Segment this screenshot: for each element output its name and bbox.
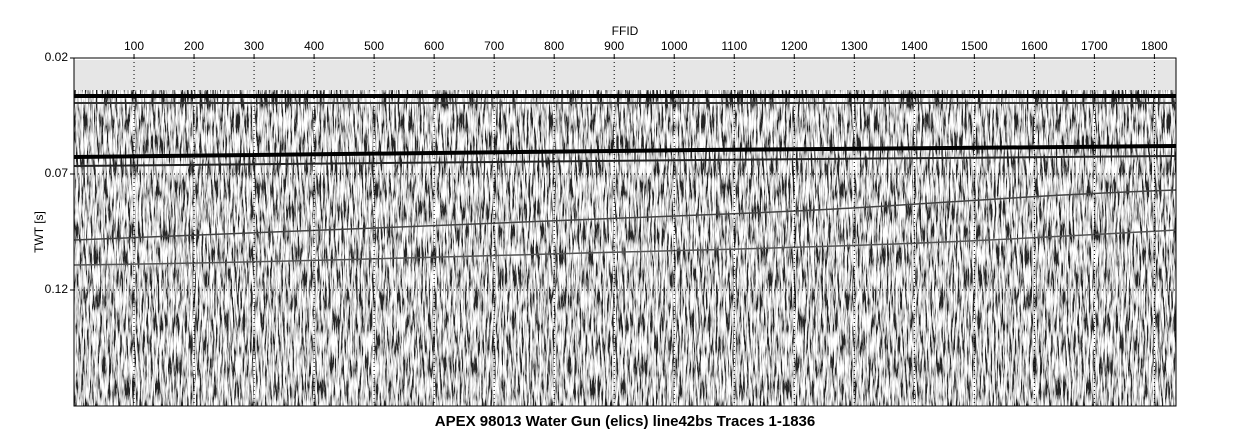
x-tick-label: 200 <box>184 39 204 53</box>
x-tick-label: 1800 <box>1141 39 1168 53</box>
seismic-texture <box>74 90 1176 406</box>
x-tick-label: 1000 <box>661 39 688 53</box>
reflector <box>74 155 1176 167</box>
x-tick-label: 600 <box>424 39 444 53</box>
x-tick-label: 1600 <box>1021 39 1048 53</box>
x-tick-label: 300 <box>244 39 264 53</box>
x-tick-label: 1400 <box>901 39 928 53</box>
x-tick-label: 1500 <box>961 39 988 53</box>
x-tick-label: 1100 <box>721 39 747 53</box>
x-tick-label: 700 <box>484 39 504 53</box>
x-tick-label: 1700 <box>1081 39 1108 53</box>
x-tick-label: 400 <box>304 39 324 53</box>
x-tick-label: 1200 <box>781 39 808 53</box>
x-tick-label: 900 <box>604 39 624 53</box>
reflector <box>74 229 1176 266</box>
reflector <box>74 189 1176 241</box>
x-tick-label: 800 <box>544 39 564 53</box>
y-tick-label: 0.07 <box>45 166 69 180</box>
y-tick-label: 0.12 <box>45 282 69 296</box>
x-tick-label: 100 <box>124 39 144 53</box>
x-tick-label: 500 <box>364 39 384 53</box>
water-column <box>74 60 1176 90</box>
reflector <box>74 144 1176 159</box>
x-axis-label: FFID <box>612 24 639 38</box>
plot-frame <box>73 57 1177 407</box>
chart-title: APEX 98013 Water Gun (elics) line42bs Tr… <box>435 413 815 430</box>
seismic-section <box>74 58 1176 406</box>
x-tick-label: 1300 <box>841 39 868 53</box>
y-axis-label: TWT [s] <box>32 211 46 253</box>
y-tick-label: 0.02 <box>45 50 69 64</box>
